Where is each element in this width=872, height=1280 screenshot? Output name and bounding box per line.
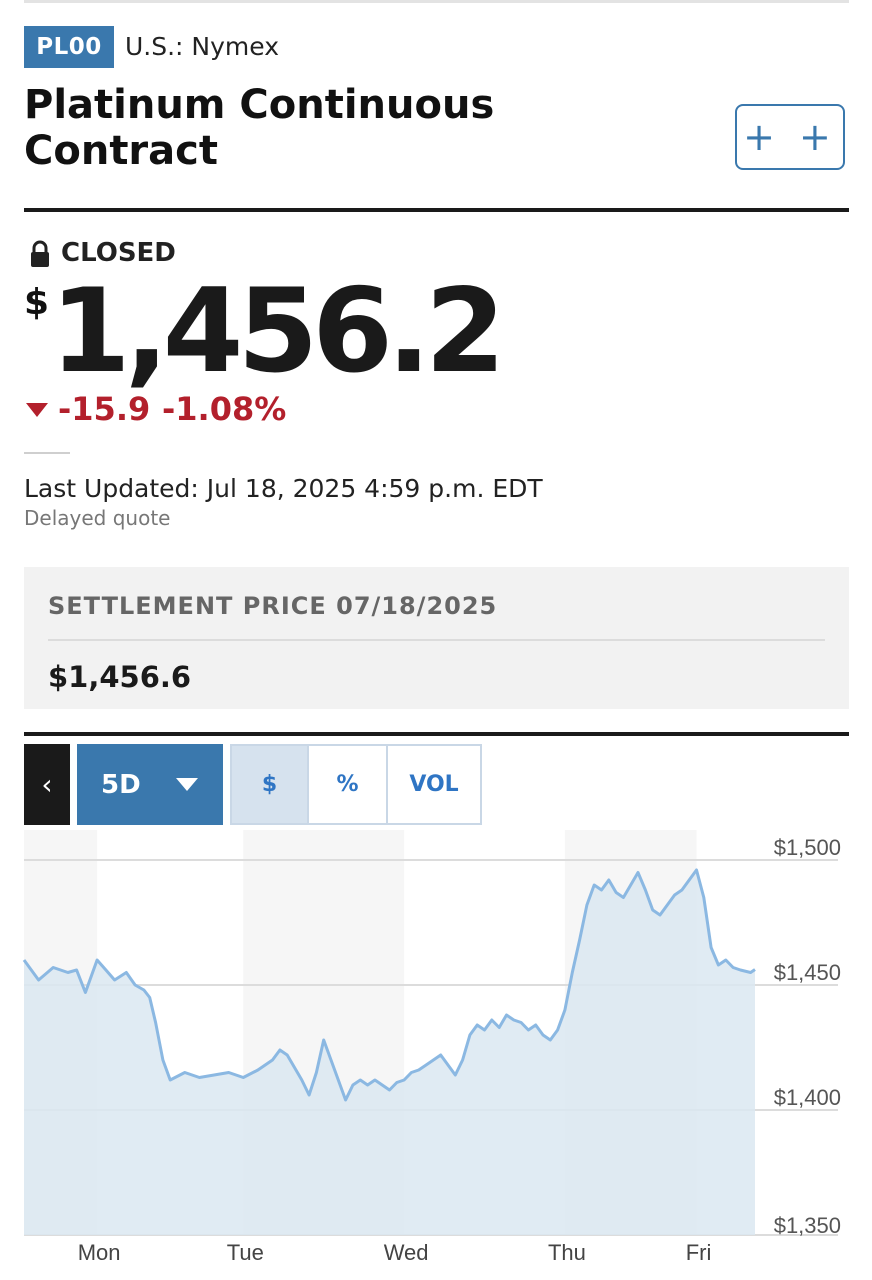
add-to-watchlist-button[interactable]: + +: [735, 104, 845, 170]
last-price: 1,456.2: [50, 264, 506, 399]
settlement-value: $1,456.6: [48, 660, 192, 694]
down-arrow-icon: [26, 403, 48, 417]
short-divider: [24, 452, 70, 454]
price-change-percent: -1.08%: [162, 390, 287, 428]
last-updated: Last Updated: Jul 18, 2025 4:59 p.m. EDT: [24, 474, 543, 503]
toggle-percent[interactable]: %: [309, 744, 388, 825]
toggle-volume[interactable]: VOL: [388, 744, 482, 825]
price-chart[interactable]: $1,500 $1,450 $1,400 $1,350 Mon Tue Wed Thu Fri: [0, 830, 872, 1280]
range-label: 5D: [101, 769, 141, 800]
top-divider: [24, 0, 849, 3]
instrument-title: Platinum Continuous Contract: [24, 82, 495, 174]
settlement-label: SETTLEMENT PRICE 07/18/2025: [48, 592, 498, 620]
chart-mode-toggle: $ % VOL: [230, 744, 482, 825]
x-tick-label: Tue: [227, 1240, 264, 1265]
y-tick-label: $1,400: [774, 1085, 841, 1110]
settlement-divider: [48, 639, 825, 641]
currency-symbol: $: [24, 282, 50, 323]
x-tick-label: Fri: [686, 1240, 712, 1265]
y-tick-label: $1,350: [774, 1213, 841, 1238]
exchange-label: U.S.: Nymex: [125, 32, 280, 61]
price-line: [22, 868, 756, 1102]
chart-back-button[interactable]: ‹: [24, 744, 70, 825]
ticker-badge[interactable]: PL00: [24, 26, 114, 68]
y-tick-label: $1,450: [774, 960, 841, 985]
chart-divider: [24, 732, 849, 736]
settlement-panel: [24, 567, 849, 709]
price-area: [24, 870, 755, 1235]
market-status: CLOSED: [61, 238, 176, 268]
x-tick-label: Wed: [384, 1240, 429, 1265]
header-divider: [24, 208, 849, 212]
delayed-quote-note: Delayed quote: [24, 506, 171, 530]
x-tick-label: Mon: [78, 1240, 121, 1265]
toggle-dollar[interactable]: $: [230, 744, 309, 825]
price-change: -15.9: [58, 390, 151, 428]
x-tick-label: Thu: [548, 1240, 586, 1265]
chevron-down-icon: [176, 778, 198, 791]
range-dropdown[interactable]: 5D: [77, 744, 223, 825]
y-tick-label: $1,500: [774, 835, 841, 860]
lock-icon: [31, 240, 49, 267]
